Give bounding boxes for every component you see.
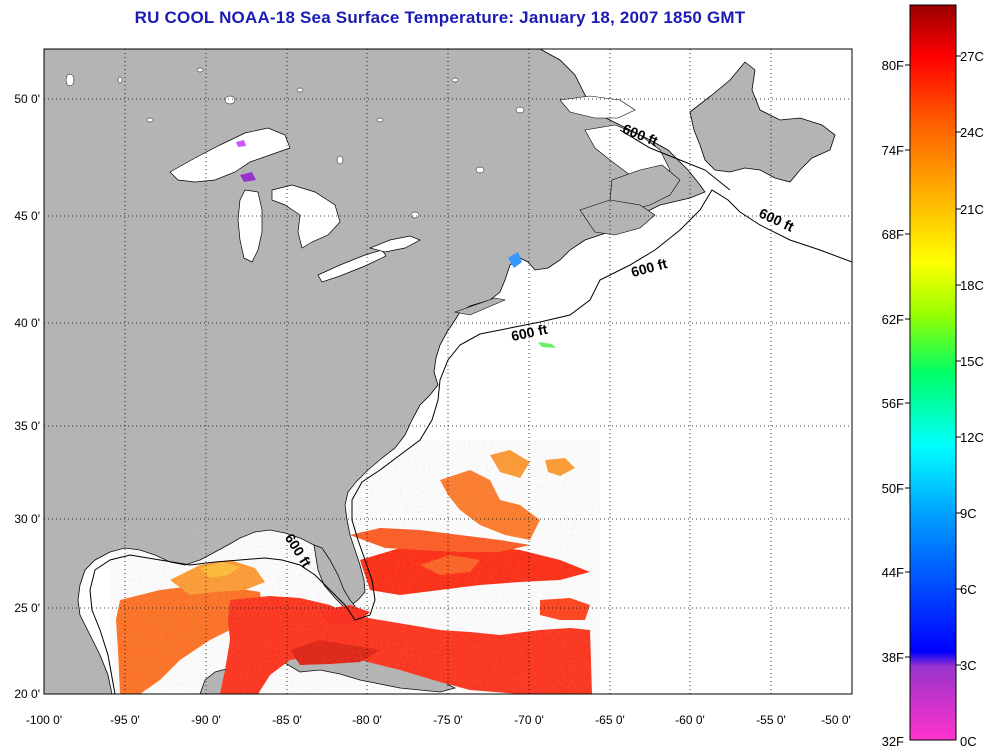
lon-label: -75 0': [433, 713, 463, 727]
fahrenheit-label: 50F: [882, 481, 904, 496]
celsius-label: 9C: [960, 506, 977, 521]
lon-label: -50 0': [821, 713, 851, 727]
lon-label: -55 0': [756, 713, 786, 727]
celsius-label: 6C: [960, 582, 977, 597]
fahrenheit-label: 44F: [882, 565, 904, 580]
land-newfoundland: [689, 61, 836, 183]
graticule: [44, 49, 852, 694]
lake-erie: [317, 249, 387, 283]
celsius-label: 18C: [960, 278, 984, 293]
lat-label: 25 0': [14, 601, 40, 615]
lat-label: 50 0': [14, 92, 40, 106]
fahrenheit-label: 32F: [882, 734, 904, 749]
fahrenheit-label: 74F: [882, 143, 904, 158]
fahrenheit-label: 80F: [882, 58, 904, 73]
lon-label: -100 0': [26, 713, 62, 727]
lat-label: 40 0': [14, 316, 40, 330]
colorbar: [909, 4, 957, 741]
fahrenheit-label: 56F: [882, 396, 904, 411]
lon-label: -80 0': [352, 713, 382, 727]
fahrenheit-label: 62F: [882, 312, 904, 327]
lake-michigan: [237, 189, 263, 263]
colorbar-celsius-labels: 27C 24C 21C 18C 15C 12C 9C 6C 3C 0C: [960, 49, 984, 749]
lat-label: 20 0': [14, 687, 40, 701]
colorbar-ticks: [905, 55, 961, 666]
map-frame: [43, 48, 853, 695]
lon-label: -70 0': [514, 713, 544, 727]
celsius-label: 3C: [960, 658, 977, 673]
lake-ontario: [368, 235, 421, 253]
celsius-label: 0C: [960, 734, 977, 749]
lake-superior: [169, 127, 291, 183]
map-title: RU COOL NOAA-18 Sea Surface Temperature:…: [134, 8, 746, 27]
lat-label: 45 0': [14, 209, 40, 223]
longitude-labels: -100 0' -95 0' -90 0' -85 0' -80 0' -75 …: [26, 713, 851, 727]
celsius-label: 12C: [960, 430, 984, 445]
lon-label: -90 0': [191, 713, 221, 727]
celsius-label: 21C: [960, 202, 984, 217]
lon-label: -85 0': [272, 713, 302, 727]
fahrenheit-label: 68F: [882, 227, 904, 242]
lake-huron: [271, 184, 341, 249]
colorbar-fahrenheit-labels: 80F 74F 68F 62F 56F 50F 44F 38F 32F: [882, 58, 904, 749]
fahrenheit-label: 38F: [882, 650, 904, 665]
celsius-label: 27C: [960, 49, 984, 64]
lon-label: -60 0': [675, 713, 705, 727]
celsius-label: 24C: [960, 125, 984, 140]
lat-label: 30 0': [14, 512, 40, 526]
celsius-label: 15C: [960, 354, 984, 369]
lon-label: -95 0': [110, 713, 140, 727]
isobath-600ft: [89, 189, 852, 694]
lon-label: -65 0': [595, 713, 625, 727]
contour-label: 600 ft: [510, 321, 549, 344]
latitude-labels: 20 0' 25 0' 30 0' 35 0' 40 0' 45 0' 50 0…: [14, 92, 40, 701]
lat-label: 35 0': [14, 419, 40, 433]
